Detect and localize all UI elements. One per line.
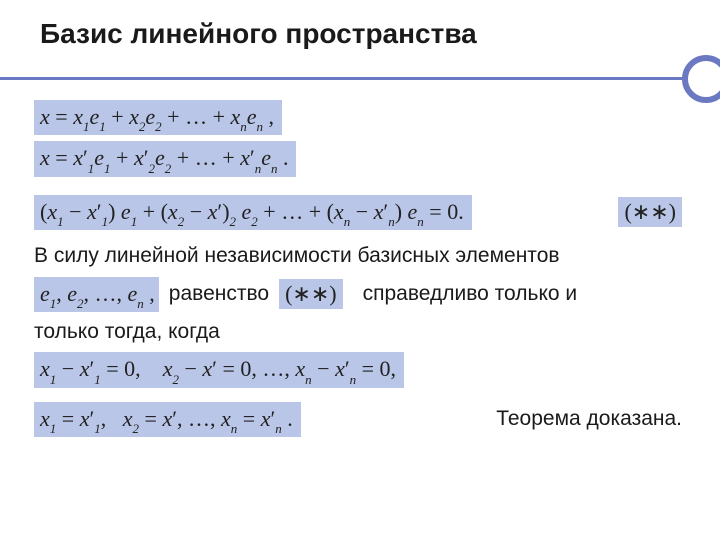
theorem-proved: Теорема доказана. <box>496 405 682 433</box>
text-line-3: только тогда, когда <box>34 318 682 346</box>
text-2b: справедливо только и <box>363 280 578 308</box>
equation-5: x1 = x′1, x2 = x′, …, xn = x′n . <box>34 402 301 437</box>
content: x = x1e1 + x2e2 + … + xnen , x = x′1e1 +… <box>0 90 720 439</box>
equation-1: x = x1e1 + x2e2 + … + xnen , <box>34 98 682 137</box>
title-area: Базис линейного пространства <box>0 0 720 90</box>
equation-2: x = x′1e1 + x′2e2 + … + x′nen . <box>34 139 682 178</box>
title-underline <box>0 77 690 80</box>
text-line-2: e1, e2, …, en , равенство (∗∗) справедли… <box>34 275 682 314</box>
equation-5-row: x1 = x′1, x2 = x′, …, xn = x′n . Теорема… <box>34 400 682 439</box>
equation-4: x1 − x′1 = 0, x2 − x′ = 0, …, xn − x′n =… <box>34 350 682 389</box>
equation-3: (x1 − x′1) e1 + (x2 − x′)2 e2 + … + (xn … <box>34 195 472 230</box>
equation-3-ref: (∗∗) <box>618 197 682 227</box>
text-line-1: В силу линейной независимости базисных э… <box>34 242 682 270</box>
equation-3-row: (x1 − x′1) e1 + (x2 − x′)2 e2 + … + (xn … <box>34 193 682 232</box>
basis-list: e1, e2, …, en , <box>34 277 159 312</box>
page-title: Базис линейного пространства <box>0 0 720 50</box>
text-2a: равенство <box>169 280 269 308</box>
ref-inline: (∗∗) <box>279 279 343 309</box>
